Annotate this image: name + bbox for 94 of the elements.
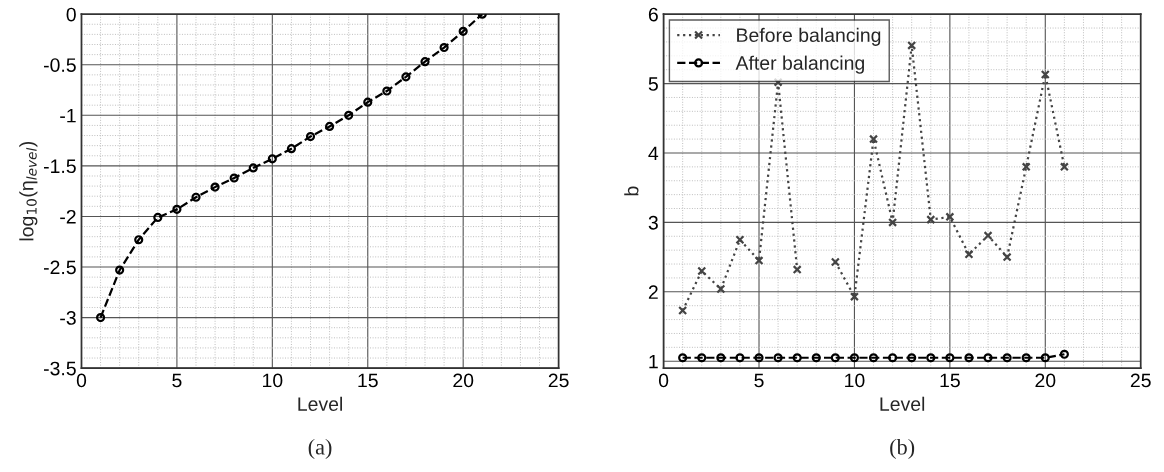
y-axis-title: b [624,186,639,196]
y-tick-label: -3.5 [43,361,76,376]
point [172,204,182,214]
point [792,265,802,275]
y-tick-label: -3 [60,311,76,325]
point [678,353,688,363]
point [1040,69,1050,80]
point [868,353,879,363]
point [907,40,917,50]
point [907,353,917,363]
point [1002,353,1012,363]
point [983,231,993,241]
x-tick-label: 10 [263,373,283,388]
point [325,121,335,132]
point [983,353,993,363]
point [735,235,745,245]
x-tick-label: 5 [754,373,764,388]
x-tick-label: 20 [453,373,474,388]
point [439,42,449,53]
point [735,353,745,363]
point [868,134,879,144]
y-tick-label: 5 [648,77,658,91]
point [305,131,316,142]
legend-label: Before balancing [737,27,881,46]
point [267,154,277,164]
point [697,353,707,363]
y-tick-label: -2.5 [43,260,76,275]
point [926,353,936,363]
y-tick-label: -1.5 [43,159,76,174]
point [286,144,296,154]
point [1002,252,1012,262]
point [792,353,802,363]
x-tick-label: 0 [658,373,669,388]
point [945,212,955,222]
text: (a) [308,438,332,460]
y-tick-label: 3 [648,215,658,230]
x-tick-label: 20 [1035,373,1056,388]
point [1059,162,1069,172]
point [401,72,411,82]
x-axis-title: Level [880,396,925,411]
y-tick-label: -0.5 [43,58,76,72]
point [849,292,860,302]
x-tick-label: 25 [548,373,569,388]
point [134,235,144,245]
point [153,212,163,223]
point [830,353,840,363]
point [344,110,354,120]
y-tick-label: -2 [60,209,76,224]
x-tick-label: 0 [76,373,87,388]
point [888,353,898,363]
y-tick-label: 4 [648,146,659,161]
point [95,313,106,323]
point [964,249,974,259]
point [716,284,726,294]
point [1059,349,1069,359]
y-tick-label: -1 [60,108,76,123]
x-tick-label: 15 [358,373,378,388]
y-axis-title: log$_{10}$(η$_{level}$) [19,141,38,241]
legend-label: After balancing [735,55,864,74]
point [420,57,430,67]
point [248,163,258,173]
point [964,353,974,363]
point [363,97,373,107]
point [678,305,688,316]
point [773,353,783,363]
point [382,86,392,96]
y-tick-label: 0 [66,7,76,22]
point [1021,353,1031,363]
point [945,353,955,363]
x-axis-title: Level [298,396,342,411]
point [697,266,707,276]
point [1021,162,1031,172]
point [811,353,821,363]
point [754,353,764,363]
point [830,257,840,267]
point [716,353,726,363]
text: (b) [890,438,915,460]
x-tick-label: 15 [940,373,960,388]
y-tick-label: 1 [649,354,658,369]
y-tick-label: 2 [648,285,658,299]
y-tick-label: 6 [648,7,658,22]
point [115,265,125,275]
point [229,173,239,183]
point [926,215,936,225]
point [1040,353,1050,363]
x-tick-label: 10 [845,373,865,388]
x-tick-label: 5 [172,373,182,388]
point [458,26,468,36]
x-tick-label: 25 [1130,373,1151,388]
point [754,255,764,266]
point [191,192,201,202]
point [849,353,860,363]
point [210,182,220,192]
point [888,217,898,227]
